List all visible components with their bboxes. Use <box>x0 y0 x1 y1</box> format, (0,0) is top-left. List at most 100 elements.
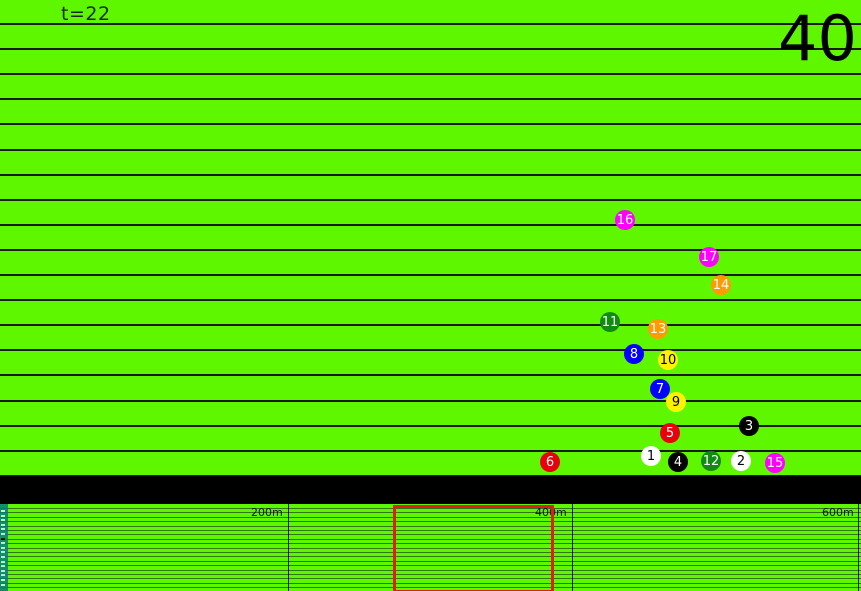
runner-8[interactable]: 8 <box>624 344 644 364</box>
minimap-runner-strip <box>0 504 8 591</box>
minimap-lane-line <box>0 574 861 575</box>
minimap-lane-line <box>0 570 861 571</box>
lane-line <box>0 48 861 50</box>
minimap-lane-line <box>0 587 861 588</box>
minimap-lane-line <box>0 583 861 584</box>
lane-line <box>0 324 861 326</box>
minimap-lane-line <box>0 539 861 540</box>
lane-line <box>0 400 861 402</box>
lane-line <box>0 299 861 301</box>
minimap-runner-dot <box>1 565 5 567</box>
lane-line <box>0 425 861 427</box>
runner-11[interactable]: 11 <box>600 312 620 332</box>
minimap-mark-label-400: 400m <box>535 506 567 519</box>
minimap-runner-dot <box>1 533 5 535</box>
runner-number: 11 <box>601 314 619 330</box>
runner-16[interactable]: 16 <box>615 210 635 230</box>
minimap-runner-dot <box>1 556 5 558</box>
runner-3[interactable]: 3 <box>739 416 759 436</box>
runner-number: 1 <box>646 448 656 464</box>
minimap-viewport-frame[interactable] <box>393 505 554 591</box>
runner-number: 7 <box>655 381 665 397</box>
runner-number: 15 <box>766 455 784 471</box>
lane-line <box>0 23 861 25</box>
minimap-lane-line <box>0 565 861 566</box>
minimap[interactable]: 200m 400m 600m <box>0 504 861 591</box>
runner-number: 12 <box>702 453 720 469</box>
runner-number: 8 <box>629 346 639 362</box>
runner-number: 6 <box>545 454 555 470</box>
runner-4[interactable]: 4 <box>668 452 688 472</box>
runner-number: 4 <box>673 454 683 470</box>
lane-line <box>0 174 861 176</box>
minimap-lane-line <box>0 530 861 531</box>
minimap-runner-dot <box>1 519 5 521</box>
minimap-runner-dot <box>1 528 5 530</box>
runner-number: 16 <box>616 212 634 228</box>
minimap-lane-line <box>0 561 861 562</box>
minimap-mark-line-400 <box>572 504 573 591</box>
runner-6[interactable]: 6 <box>540 452 560 472</box>
minimap-lane-line <box>0 534 861 535</box>
lane-line <box>0 475 861 476</box>
runner-number: 13 <box>649 321 667 337</box>
runner-10[interactable]: 10 <box>658 350 678 370</box>
minimap-lane-line <box>0 556 861 557</box>
minimap-lane-line <box>0 578 861 579</box>
minimap-lane-line <box>0 512 861 513</box>
minimap-mark-label-200: 200m <box>251 506 283 519</box>
lane-line <box>0 98 861 100</box>
race-field: t=22 40 1 2 3 4 5 6 7 8 9 10 11 12 13 14 15 16 17 <box>0 0 861 476</box>
lane-line <box>0 123 861 125</box>
minimap-runner-dot <box>1 524 5 526</box>
minimap-lane-line <box>0 526 861 527</box>
runner-number: 2 <box>736 453 746 469</box>
runner-1[interactable]: 1 <box>641 446 661 466</box>
minimap-runner-dot <box>1 547 5 549</box>
lane-line <box>0 274 861 276</box>
runner-number: 10 <box>659 352 677 368</box>
distance-label: 40 <box>778 2 857 75</box>
lane-line <box>0 149 861 151</box>
minimap-runner-dot <box>1 542 5 544</box>
minimap-lane-line <box>0 508 861 509</box>
lane-line <box>0 73 861 75</box>
lane-line <box>0 374 861 376</box>
time-label: t=22 <box>61 3 111 25</box>
minimap-lane-line <box>0 521 861 522</box>
lane-line <box>0 199 861 201</box>
lane-line <box>0 450 861 452</box>
minimap-lane-line <box>0 517 861 518</box>
minimap-mark-line-200 <box>288 504 289 591</box>
runner-14[interactable]: 14 <box>711 275 731 295</box>
runner-number: 17 <box>700 249 718 265</box>
minimap-runner-dot <box>1 510 5 512</box>
runner-5[interactable]: 5 <box>660 423 680 443</box>
runner-13[interactable]: 13 <box>648 319 668 339</box>
runner-12[interactable]: 12 <box>701 451 721 471</box>
runner-9[interactable]: 9 <box>666 392 686 412</box>
runner-15[interactable]: 15 <box>765 453 785 473</box>
minimap-runner-dot <box>1 551 5 553</box>
minimap-runner-dot <box>1 574 5 576</box>
runner-number: 9 <box>671 394 681 410</box>
minimap-lane-line <box>0 548 861 549</box>
minimap-runner-dot <box>1 561 5 563</box>
minimap-lane-line <box>0 543 861 544</box>
minimap-runner-dot <box>1 579 5 581</box>
runner-2[interactable]: 2 <box>731 451 751 471</box>
minimap-runner-dot <box>1 538 5 540</box>
runner-number: 14 <box>712 277 730 293</box>
minimap-lane-line <box>0 552 861 553</box>
minimap-mark-line-600 <box>858 504 859 591</box>
runner-number: 5 <box>665 425 675 441</box>
lane-line <box>0 349 861 351</box>
runner-number: 3 <box>744 418 754 434</box>
runner-17[interactable]: 17 <box>699 247 719 267</box>
minimap-mark-label-600: 600m <box>822 506 854 519</box>
lane-line <box>0 249 861 251</box>
lane-line <box>0 224 861 226</box>
minimap-runner-dot <box>1 570 5 572</box>
minimap-runner-dot <box>1 515 5 517</box>
minimap-runner-dot <box>1 584 5 586</box>
